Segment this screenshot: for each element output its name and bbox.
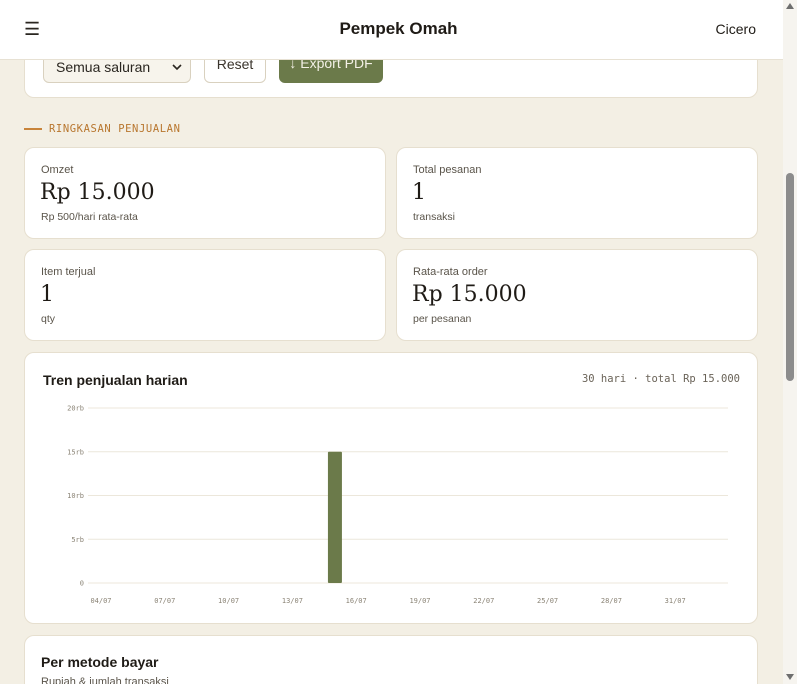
stat-card-total-pesanan: Total pesanan 1 transaksi xyxy=(396,147,758,239)
scroll-down-arrow-icon[interactable] xyxy=(786,674,794,680)
payment-subtitle: Rupiah & jumlah transaksi xyxy=(41,676,169,684)
y-tick-label: 0 xyxy=(80,580,84,588)
x-tick-label: 22/07 xyxy=(473,597,494,605)
app-title: Pempek Omah xyxy=(339,19,458,38)
stat-value: Rp 15.000 xyxy=(40,180,155,205)
x-tick-label: 16/07 xyxy=(346,597,367,605)
x-tick-label: 04/07 xyxy=(90,597,111,605)
stat-sub: per pesanan xyxy=(413,313,472,325)
y-tick-label: 5rb xyxy=(71,536,84,544)
top-bar: ☰ Pempek Omah Cicero xyxy=(0,0,797,60)
stat-label: Omzet xyxy=(41,164,74,176)
section-label-summary: RINGKASAN PENJUALAN xyxy=(24,122,181,136)
chart-title: Tren penjualan harian xyxy=(43,372,188,388)
payment-method-card: Per metode bayar Rupiah & jumlah transak… xyxy=(24,635,758,684)
y-tick-label: 15rb xyxy=(67,448,84,456)
x-tick-label: 19/07 xyxy=(409,597,430,605)
stat-label: Item terjual xyxy=(41,266,96,278)
stat-sub: Rp 500/hari rata-rata xyxy=(41,211,138,223)
y-tick-label: 20rb xyxy=(67,405,84,413)
chart-meta: 30 hari · total Rp 15.000 xyxy=(581,373,740,385)
channel-select-value: Semua saluran xyxy=(56,59,151,75)
stat-label: Total pesanan xyxy=(413,164,482,176)
x-tick-label: 10/07 xyxy=(218,597,239,605)
x-tick-label: 28/07 xyxy=(601,597,622,605)
stat-value: 1 xyxy=(412,180,426,205)
scroll-thumb[interactable] xyxy=(786,173,794,381)
chevron-down-icon xyxy=(172,52,182,93)
bar[interactable] xyxy=(327,451,342,583)
scroll-up-arrow-icon[interactable] xyxy=(786,3,794,9)
stat-value: Rp 15.000 xyxy=(412,282,527,307)
page-scrollbar[interactable] xyxy=(783,0,797,684)
x-tick-label: 31/07 xyxy=(665,597,686,605)
y-tick-label: 10rb xyxy=(67,492,84,500)
stat-card-omzet: Omzet Rp 15.000 Rp 500/hari rata-rata xyxy=(24,147,386,239)
user-name[interactable]: Cicero xyxy=(715,21,756,37)
stat-value: 1 xyxy=(40,282,54,307)
stat-sub: transaksi xyxy=(413,211,456,223)
stat-card-item-terjual: Item terjual 1 qty xyxy=(24,249,386,341)
trend-chart-card: Tren penjualan harian 30 hari · total Rp… xyxy=(24,352,758,624)
stat-label: Rata-rata order xyxy=(413,266,488,278)
x-tick-label: 07/07 xyxy=(154,597,175,605)
payment-title: Per metode bayar xyxy=(41,654,159,670)
section-label-text: RINGKASAN PENJUALAN xyxy=(49,123,181,135)
trend-chart: 0 5rb 10rb 15rb 20rb 04/07 07/07 10/07 13/07 16/0… xyxy=(67,405,728,605)
section-dash xyxy=(24,128,42,130)
hamburger-menu-icon[interactable]: ☰ xyxy=(24,19,41,39)
x-tick-label: 13/07 xyxy=(282,597,303,605)
x-tick-label: 25/07 xyxy=(537,597,558,605)
stat-card-rata-rata-order: Rata-rata order Rp 15.000 per pesanan xyxy=(396,249,758,341)
stat-sub: qty xyxy=(41,313,56,325)
